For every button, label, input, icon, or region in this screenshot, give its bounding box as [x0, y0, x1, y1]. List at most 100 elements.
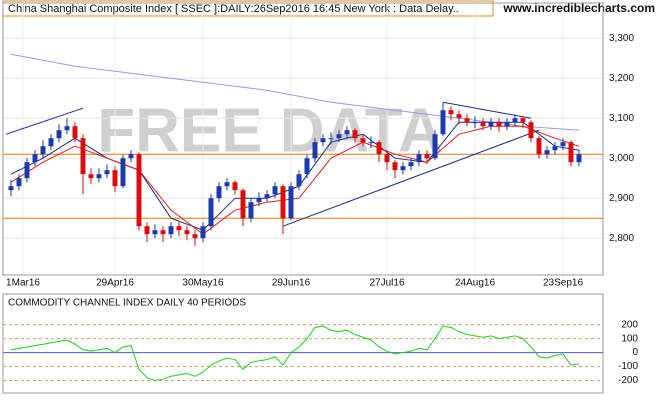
- candle-body: [128, 154, 134, 159]
- candle-body: [200, 226, 206, 239]
- y-tick-label: 200: [621, 319, 638, 330]
- candle-body: [568, 142, 574, 163]
- candle-body: [112, 170, 118, 187]
- candle-body: [88, 174, 94, 179]
- candle-body: [216, 186, 222, 199]
- y-tick-label: 3,100: [609, 113, 634, 124]
- candle-body: [24, 162, 30, 179]
- cci-line: [10, 325, 580, 381]
- candle-body: [560, 142, 566, 147]
- candle-body: [512, 118, 518, 123]
- candle-body: [360, 138, 366, 143]
- candle-body: [136, 154, 142, 227]
- candle-body: [80, 138, 86, 175]
- cci-panel: [2, 293, 604, 394]
- candle-body: [104, 170, 110, 175]
- candle-body: [256, 198, 262, 203]
- candle-body: [72, 126, 78, 139]
- candle-body: [120, 158, 126, 187]
- source: www.incrediblecharts.com: [502, 1, 655, 15]
- candle-body: [280, 186, 286, 219]
- candle-body: [416, 154, 422, 163]
- candle-body: [288, 186, 294, 219]
- candle-body: [192, 234, 198, 239]
- candle-body: [384, 154, 390, 163]
- candle-body: [56, 130, 62, 139]
- candle-body: [304, 158, 310, 175]
- candle-body: [456, 114, 462, 119]
- candle-body: [16, 178, 22, 187]
- candle-body: [432, 134, 438, 159]
- candle-body: [544, 150, 550, 155]
- candle-body: [472, 122, 478, 124]
- candle-body: [240, 190, 246, 219]
- candle-body: [160, 230, 166, 235]
- candle-body: [504, 122, 510, 127]
- y-tick-label: -100: [618, 361, 638, 372]
- y-tick-label: 100: [621, 333, 638, 344]
- x-tick-label: 27Jul16: [369, 278, 404, 289]
- candle-body: [208, 198, 214, 227]
- y-tick-label: 0: [632, 347, 638, 358]
- y-tick-label: -200: [618, 375, 638, 386]
- candle-body: [40, 146, 46, 155]
- trend-line: [6, 107, 84, 135]
- candle-body: [480, 122, 486, 127]
- y-tick-label: 3,300: [609, 33, 634, 44]
- candle-body: [520, 118, 526, 123]
- candle-body: [496, 122, 502, 127]
- x-tick-label: 29Jun16: [272, 278, 311, 289]
- candle-body: [448, 110, 454, 115]
- x-tick-label: 1Mar16: [6, 278, 40, 289]
- candle-body: [64, 126, 70, 131]
- candle-body: [152, 230, 158, 235]
- candle-body: [424, 154, 430, 159]
- candle-body: [224, 182, 230, 187]
- cci-title: COMMODITY CHANNEL INDEX DAILY 40 PERIODS: [8, 298, 246, 309]
- candle-body: [296, 174, 302, 187]
- candle-body: [248, 202, 254, 219]
- candle-body: [168, 226, 174, 235]
- candle-body: [464, 118, 470, 123]
- candle-body: [272, 186, 278, 195]
- candle-body: [176, 226, 182, 231]
- candle-body: [352, 130, 358, 139]
- candle-body: [184, 230, 190, 235]
- candle-body: [96, 174, 102, 179]
- price-panel: [2, 2, 604, 276]
- candle-body: [392, 162, 398, 171]
- y-tick-label: 3,200: [609, 73, 634, 84]
- candle-body: [312, 142, 318, 159]
- y-tick-label: 3,000: [609, 153, 634, 164]
- candle-body: [264, 194, 270, 199]
- x-tick-label: 29Apr16: [96, 278, 134, 289]
- candle-body: [344, 130, 350, 135]
- candle-body: [368, 142, 374, 144]
- candle-body: [576, 154, 582, 163]
- candle-body: [528, 122, 534, 139]
- candle-body: [328, 138, 334, 140]
- candle-body: [376, 142, 382, 155]
- y-tick-label: 2,900: [609, 193, 634, 204]
- candle-body: [552, 146, 558, 151]
- candle-body: [48, 138, 54, 147]
- chart-title: China Shanghai Composite Index [ SSEC ]:…: [8, 3, 459, 15]
- trend-line: [282, 129, 540, 227]
- candle-body: [32, 154, 38, 163]
- x-tick-label: 23Sep16: [543, 278, 583, 289]
- x-tick-label: 24Aug16: [455, 278, 495, 289]
- candle-body: [336, 134, 342, 139]
- candle-body: [8, 186, 14, 191]
- candle-body: [488, 122, 494, 127]
- y-tick-label: 2,800: [609, 233, 634, 244]
- candle-body: [320, 138, 326, 143]
- candle-body: [536, 138, 542, 155]
- candle-body: [440, 110, 446, 135]
- candle-body: [400, 166, 406, 171]
- trend-line: [442, 101, 532, 119]
- candle-body: [408, 162, 414, 167]
- candle-body: [144, 226, 150, 235]
- x-tick-label: 30May16: [182, 278, 224, 289]
